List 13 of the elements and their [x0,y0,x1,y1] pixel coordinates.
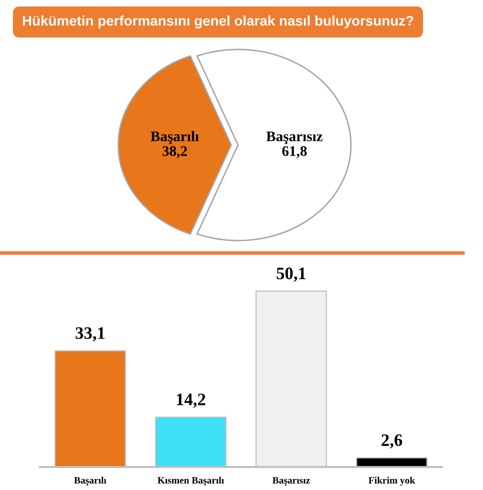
data-label: 61,8 [282,146,307,158]
data-label: 38,2 [162,146,187,158]
chart-title: Hükümetin performansını genel olarak nasıl buluyorsunuz? [22,15,414,29]
slice-label: Başarılı [150,131,199,144]
x-tick-label: Kısmen Başarılı [158,476,224,486]
data-label: 2,6 [382,434,402,449]
data-label: 14,2 [176,394,206,408]
x-tick-label: Fikrim yok [368,476,416,486]
x-tick-label: Başarılı [74,476,106,486]
x-tick-label: Başarısız [272,477,310,486]
data-label: 50,1 [276,268,306,282]
slice-label: Başarısız [266,132,323,144]
data-label: 33,1 [76,327,105,342]
